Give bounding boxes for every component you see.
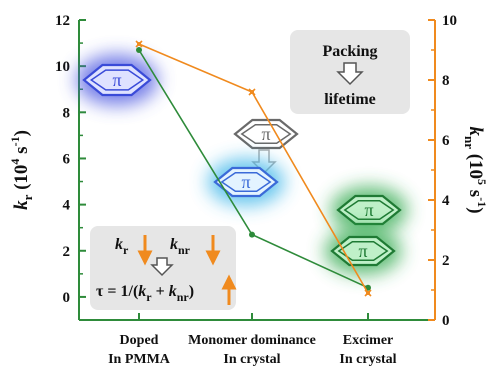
right-tick-label: 4 [442,193,450,209]
axes: 0 2 4 6 8 10 12 0 2 4 6 8 10 [55,13,457,329]
right-tick-label: 10 [442,13,457,29]
lifetime-label: lifetime [324,91,376,108]
series-point-right [248,88,256,96]
right-tick-label: 0 [442,313,450,329]
tau-formula: τ = 1/(kr + knr) [96,283,194,304]
formula-down-arrow-icon [150,257,174,277]
svg-text:π: π [261,124,270,144]
category-label: In crystal [223,352,280,367]
x-ticks [138,313,369,320]
category-label: In PMMA [108,352,171,367]
series-point-left [249,231,255,238]
svg-text:π: π [112,70,121,90]
left-tick-label: 6 [63,151,71,167]
left-tick-label: 8 [63,105,71,121]
series-point-left [136,47,142,53]
svg-text:π: π [241,172,250,192]
right-tick-label: 2 [442,253,450,269]
hexagon-excimer-top-icon: π [330,186,408,234]
right-ticks: 0 2 4 6 8 10 [428,13,457,329]
left-tick-label: 2 [63,244,71,260]
category-labels: Doped In PMMA Monomer dominance In crystal E… [108,333,397,367]
category-label: Monomer dominance [188,333,316,348]
down-arrow-icon [336,62,364,86]
series-layer [135,40,372,297]
hexagon-doped-icon: π [76,54,158,106]
category-label: Excimer [343,333,394,348]
hexagon-excimer-bottom-icon: π [324,227,402,275]
left-tick-label: 10 [55,59,70,75]
y-axis-label-left: kr (104 s-1) [8,130,35,210]
left-tick-label: 0 [63,290,71,306]
right-tick-label: 8 [442,73,450,89]
svg-text:π: π [364,200,373,220]
packing-label: Packing [322,43,377,60]
packing-lifetime-box: Packing lifetime [290,30,410,114]
y-axis-label-right: knr (105 s-1) [462,126,489,213]
series-point-right [364,289,372,297]
hexagon-monomer-gray-icon: π [233,118,299,150]
right-tick-label: 6 [442,133,450,149]
category-label: In crystal [339,352,396,367]
hexagon-monomer-cyan-icon: π [207,158,285,206]
left-ticks: 0 2 4 6 8 10 12 [55,13,86,306]
svg-text:π: π [358,241,367,261]
left-tick-label: 4 [63,198,71,214]
left-tick-label: 12 [55,13,70,29]
formula-box: kr knr τ = 1/(kr + knr) [90,226,237,310]
category-label: Doped [120,333,159,348]
kr-label: kr [115,236,129,257]
knr-label: knr [170,236,191,257]
series-point-right [135,40,143,48]
